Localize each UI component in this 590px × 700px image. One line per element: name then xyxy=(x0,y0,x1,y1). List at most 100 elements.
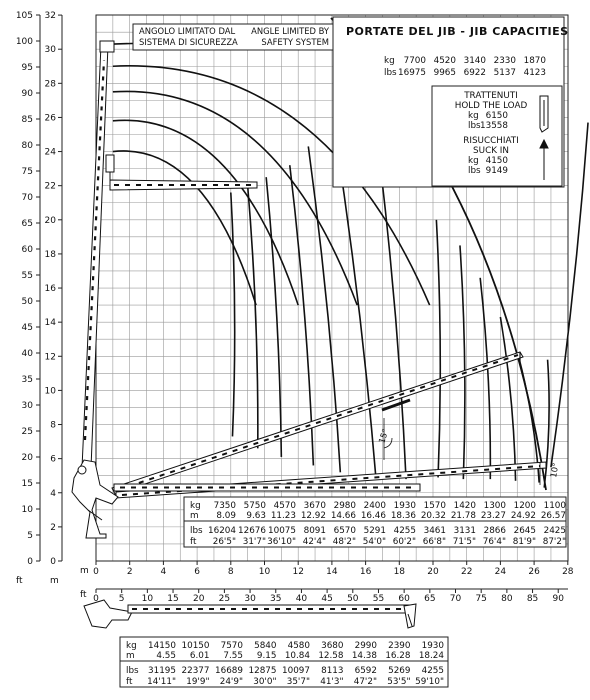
main-table-cell-kg: 1420 xyxy=(454,501,477,511)
ft-tick-label: 10 xyxy=(22,505,34,515)
ft-tick-label: 70 xyxy=(22,193,34,203)
radial-load-line xyxy=(550,122,589,468)
horizontal-table-values: 14150 10150 7570 5840 4580 3680 2990 2390 1930 4.… xyxy=(147,641,444,687)
hold-load-title-2: HOLD THE LOAD xyxy=(455,101,528,111)
jib-cap-kg-value: 1870 xyxy=(524,56,547,66)
main-table-cell-lbs: 5291 xyxy=(364,526,386,536)
horizontal-table-cell-m: 6.01 xyxy=(190,651,210,661)
jib-cap-kg-values: 7700 4520 3140 2330 1870 xyxy=(404,56,547,66)
main-table-cell-kg: 1200 xyxy=(514,501,537,511)
jib-angle-10-label: 10° xyxy=(548,462,560,478)
ft-tick-label: 105 xyxy=(16,11,33,21)
jib-cap-kg-value: 4520 xyxy=(434,56,457,66)
main-table-cell-kg: 2400 xyxy=(364,501,387,511)
jib-hook-icon xyxy=(539,95,549,133)
radial-load-line xyxy=(230,192,236,437)
main-table-cell-lbs: 3461 xyxy=(424,526,446,536)
m-axis-unit: m xyxy=(50,576,59,586)
main-table-cell-m: 21.78 xyxy=(451,511,476,521)
jib-cap-lbs-value: 5137 xyxy=(494,68,516,78)
x-ft-tick-label: 5 xyxy=(119,594,125,604)
x-ft-tick-label: 30 xyxy=(244,594,256,604)
safety-note-en-line1: ANGLE LIMITED BY xyxy=(251,26,330,36)
x-ft-tick-label: 75 xyxy=(475,594,486,604)
main-table-cell-m: 23.27 xyxy=(481,511,506,521)
m-tick-label: 32 xyxy=(45,11,56,21)
main-table-cell-ft: 54'0" xyxy=(363,537,386,547)
horizontal-table-cell-kg: 5840 xyxy=(254,641,277,651)
main-table-cell-ft: 31'7" xyxy=(243,537,266,547)
horizontal-table-cell-lbs: 10097 xyxy=(282,666,310,676)
main-table-cell-m: 14.66 xyxy=(331,511,357,521)
main-table-cell-lbs: 16204 xyxy=(208,526,236,536)
safety-note-en-line2: SAFETY SYSTEM xyxy=(261,37,329,47)
ft-tick-label: 40 xyxy=(22,349,34,359)
main-table-cell-ft: 66'8" xyxy=(423,537,446,547)
m-tick-label: 6 xyxy=(50,455,56,465)
horizontal-table-cell-lbs: 31195 xyxy=(148,666,176,676)
safety-note-it-line1: ANGOLO LIMITATO DAL xyxy=(139,26,235,36)
main-table-values: 7350 5750 4570 3670 2980 2400 1930 1570 1420 1300… xyxy=(208,501,566,547)
horizontal-table-cell-ft: 30'0" xyxy=(253,677,276,687)
main-table-cell-lbs: 2645 xyxy=(514,526,536,536)
main-table-cell-lbs: 6570 xyxy=(334,526,357,536)
horizontal-table-cell-ft: 35'7" xyxy=(287,677,310,687)
m-tick-label: 30 xyxy=(45,45,57,55)
x-m-tick-label: 4 xyxy=(161,567,167,577)
main-table-cell-ft: 48'2" xyxy=(333,537,356,547)
hz-lbs-label: lbs xyxy=(126,666,139,676)
main-table-cell-ft: 81'9" xyxy=(513,537,536,547)
main-table-cell-m: 20.32 xyxy=(421,511,446,521)
horizontal-table-cell-ft: 41'3" xyxy=(320,677,343,687)
ft-tick-label: 100 xyxy=(16,37,33,47)
m-tick-label: 24 xyxy=(45,148,57,158)
x-ft-tick-label: 50 xyxy=(347,594,359,604)
x-m-tick-label: 16 xyxy=(360,567,372,577)
main-table-cell-m: 18.36 xyxy=(391,511,417,521)
m-tick-label: 26 xyxy=(45,113,57,123)
x-m-tick-label: 20 xyxy=(427,567,439,577)
main-table-cell-m: 24.92 xyxy=(511,511,536,521)
ft-tick-label: 85 xyxy=(22,115,33,125)
jib-cap-kg-value: 7700 xyxy=(404,56,427,66)
jib-cap-lbs-value: 16975 xyxy=(398,68,426,78)
jib-capacities-box: PORTATE DEL JIB - JIB CAPACITIES kg lbs … xyxy=(332,16,568,188)
horizontal-table-cell-ft: 47'2" xyxy=(354,677,377,687)
x-ft-tick-label: 45 xyxy=(321,594,332,604)
m-tick-label: 4 xyxy=(50,489,56,499)
horizontal-table-cell-kg: 7570 xyxy=(221,641,244,651)
x-ft-tick-label: 10 xyxy=(142,594,154,604)
x-m-tick-label: 2 xyxy=(127,567,133,577)
horizontal-table-cell-ft: 59'10" xyxy=(415,677,444,687)
x-m-tick-label: 22 xyxy=(461,567,472,577)
x-m-tick-label: 0 xyxy=(93,567,99,577)
jib-angle-15-label: 15° xyxy=(376,427,390,444)
hz-ft-label: ft xyxy=(126,677,133,687)
main-table-cell-kg: 1100 xyxy=(544,501,567,511)
main-table-cell-ft: 71'5" xyxy=(453,537,476,547)
radial-load-line xyxy=(265,177,283,457)
x-ft-tick-label: 90 xyxy=(553,594,565,604)
x-ft-tick-label: 35 xyxy=(270,594,281,604)
suck-in-lbs-label: lbs xyxy=(468,166,481,176)
x-m-tick-label: 10 xyxy=(259,567,271,577)
envelope-arc xyxy=(112,90,358,306)
horizontal-table-cell-ft: 14'11" xyxy=(147,677,176,687)
jib-cap-kg-value: 2330 xyxy=(494,56,517,66)
ft-axis: 0 5 10 15 20 25 30 35 40 45 50 55 60 65 70 75 80 85 90 95 10… xyxy=(16,11,40,567)
x-ft-tick-label: 65 xyxy=(424,594,435,604)
main-table-cell-lbs: 12676 xyxy=(238,526,266,536)
x-ft-tick-label: 70 xyxy=(450,594,462,604)
main-table-cell-kg: 7350 xyxy=(214,501,237,511)
horizontal-table-cell-kg: 2990 xyxy=(355,641,378,651)
horizontal-table-cell-ft: 19'9" xyxy=(186,677,209,687)
radial-load-line xyxy=(479,277,492,480)
jib-horizontal xyxy=(113,483,421,492)
x-m-tick-label: 18 xyxy=(394,567,406,577)
radial-load-line xyxy=(499,316,517,481)
x-ft-tick-label: 25 xyxy=(219,594,230,604)
x-ft-tick-label: 20 xyxy=(193,594,205,604)
x-ft-tick-label: 80 xyxy=(501,594,513,604)
hz-kg-label: kg xyxy=(126,641,137,651)
